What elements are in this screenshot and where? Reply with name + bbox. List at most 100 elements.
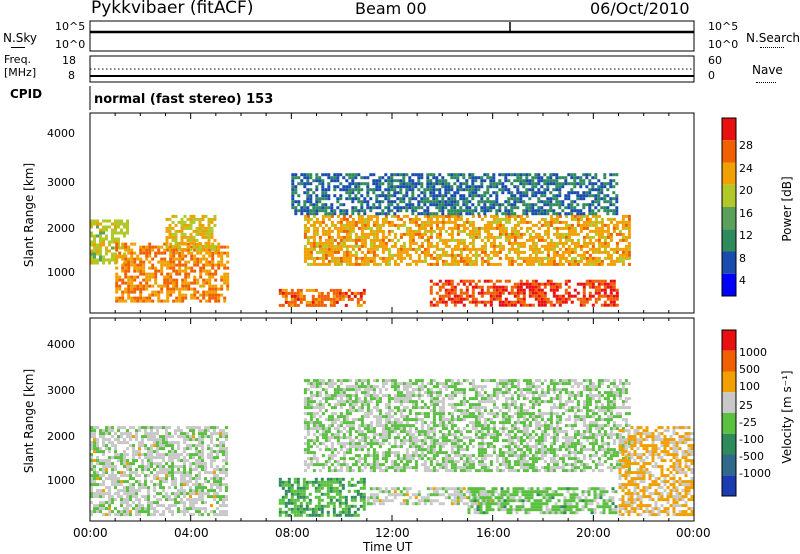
- echo-cell-0-4: [390, 244, 394, 248]
- echo-cell-1-0: [102, 465, 105, 469]
- echo-cell-1-1: [396, 406, 400, 410]
- echo-cell-0-6: [576, 209, 580, 213]
- echo-cell-0-4: [366, 256, 370, 260]
- echo-cell-0-6: [444, 188, 448, 192]
- echo-cell-1-1: [357, 469, 361, 473]
- echo-cell-0-4: [486, 256, 490, 260]
- echo-cell-0-4: [381, 235, 385, 239]
- echo-cell-0-6: [546, 182, 550, 186]
- echo-cell-0-4: [309, 244, 313, 248]
- echo-cell-1-1: [339, 466, 343, 470]
- echo-cell-1-1: [324, 463, 328, 467]
- echo-cell-0-4: [381, 229, 385, 233]
- echo-cell-1-1: [357, 388, 361, 392]
- echo-cell-1-1: [357, 454, 361, 458]
- echo-cell-0-4: [588, 220, 592, 224]
- echo-cell-1-1: [306, 403, 310, 407]
- echo-cell-0-1: [115, 296, 119, 300]
- echo-cell-0-4: [507, 232, 511, 236]
- echo-cell-0-6: [420, 185, 424, 189]
- echo-cell-0-6: [366, 203, 370, 207]
- echo-cell-0-4: [543, 247, 547, 251]
- echo-cell-1-0: [216, 438, 219, 442]
- echo-cell-1-0: [219, 483, 222, 487]
- echo-cell-0-4: [513, 232, 517, 236]
- echo-cell-0-6: [381, 209, 385, 213]
- echo-cell-0-4: [330, 253, 334, 257]
- echo-cell-1-1: [369, 445, 373, 449]
- echo-cell-0-6: [531, 179, 535, 183]
- echo-cell-0-4: [573, 232, 577, 236]
- echo-cell-0-6: [309, 212, 313, 216]
- echo-cell-0-6: [426, 182, 430, 186]
- echo-cell-0-6: [612, 185, 616, 189]
- echo-cell-0-4: [453, 220, 457, 224]
- echo-cell-1-0: [171, 474, 174, 478]
- echo-cell-0-4: [375, 229, 379, 233]
- echo-cell-0-4: [516, 232, 520, 236]
- echo-cell-0-5: [504, 303, 508, 307]
- echo-cell-1-1: [351, 394, 355, 398]
- echo-cell-0-6: [465, 188, 469, 192]
- echo-cell-0-6: [336, 176, 340, 180]
- echo-cell-0-2: [177, 244, 181, 248]
- echo-cell-0-4: [318, 262, 322, 266]
- echo-cell-1-0: [210, 510, 213, 514]
- echo-cell-1-0: [195, 486, 198, 490]
- echo-cell-0-3: [350, 291, 354, 295]
- echo-cell-1-0: [159, 477, 162, 481]
- echo-cell-0-6: [318, 176, 322, 180]
- echo-cell-0-6: [471, 176, 475, 180]
- echo-cell-0-4: [357, 238, 361, 242]
- echo-cell-1-1: [333, 412, 337, 416]
- echo-cell-1-0: [216, 480, 219, 484]
- echo-cell-0-2: [180, 241, 184, 245]
- echo-cell-0-6: [354, 173, 358, 177]
- echo-cell-0-4: [468, 256, 472, 260]
- echo-cell-0-6: [417, 173, 421, 177]
- echo-cell-1-0: [201, 429, 204, 433]
- echo-cell-0-6: [603, 185, 607, 189]
- echo-cell-0-1: [226, 275, 230, 279]
- echo-cell-0-4: [324, 262, 328, 266]
- echo-cell-1-1: [366, 403, 370, 407]
- echo-cell-0-4: [447, 244, 451, 248]
- echo-cell-1-1: [402, 424, 406, 428]
- echo-cell-0-2: [174, 244, 178, 248]
- echo-cell-1-1: [336, 391, 340, 395]
- echo-cell-1-1: [312, 433, 316, 437]
- echo-cell-1-0: [225, 426, 228, 430]
- echo-cell-0-2: [207, 229, 211, 233]
- echo-cell-0-6: [582, 206, 586, 210]
- echo-cell-0-6: [411, 209, 415, 213]
- echo-cell-0-1: [127, 278, 131, 282]
- echo-cell-0-1: [124, 281, 128, 285]
- echo-cell-0-5: [462, 279, 466, 283]
- echo-cell-0-6: [468, 200, 472, 204]
- echo-cell-1-0: [168, 474, 171, 478]
- echo-cell-0-0: [93, 258, 96, 262]
- echo-cell-1-1: [321, 412, 325, 416]
- echo-cell-1-0: [168, 432, 171, 436]
- echo-cell-1-1: [333, 391, 337, 395]
- echo-cell-1-0: [132, 477, 135, 481]
- echo-cell-0-4: [561, 250, 565, 254]
- echo-cell-0-4: [546, 220, 550, 224]
- echo-cell-0-6: [444, 185, 448, 189]
- echo-cell-0-4: [357, 235, 361, 239]
- echo-cell-0-4: [507, 259, 511, 263]
- echo-cell-0-6: [546, 188, 550, 192]
- echo-cell-1-1: [387, 418, 391, 422]
- echo-cell-1-0: [153, 474, 156, 478]
- echo-cell-1-1: [318, 379, 322, 383]
- echo-cell-0-4: [423, 220, 427, 224]
- echo-cell-0-6: [591, 185, 595, 189]
- echo-cell-0-6: [438, 191, 442, 195]
- echo-cell-0-4: [369, 214, 373, 218]
- echo-cell-0-6: [555, 197, 559, 201]
- echo-cell-0-4: [513, 238, 517, 242]
- echo-cell-0-4: [303, 247, 307, 251]
- echo-cell-0-6: [423, 200, 427, 204]
- echo-cell-0-4: [351, 262, 355, 266]
- echo-cell-0-4: [618, 238, 622, 242]
